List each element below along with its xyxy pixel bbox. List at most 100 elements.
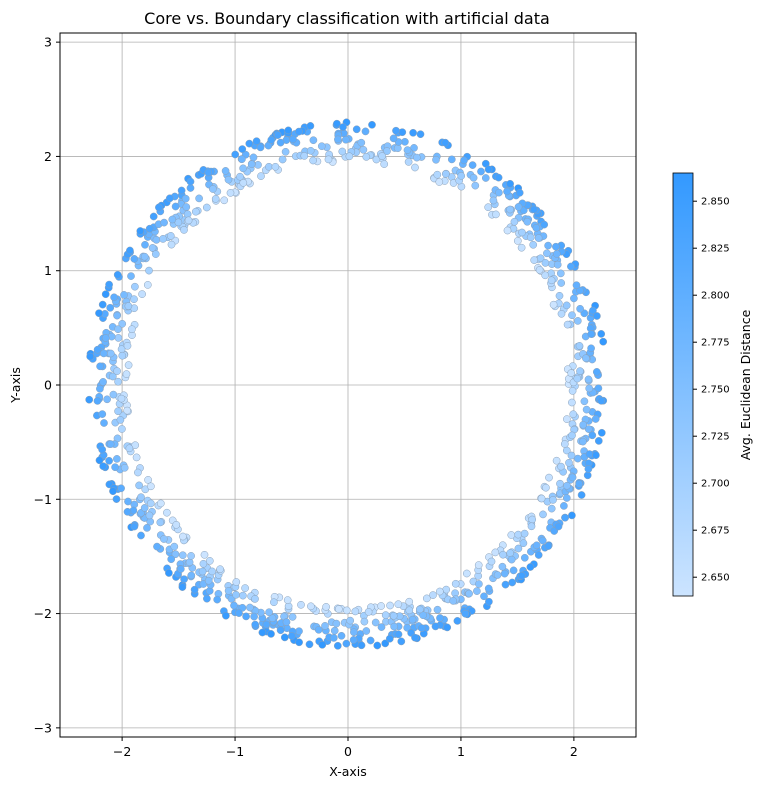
scatter-point <box>93 345 102 354</box>
scatter-point <box>181 194 190 203</box>
scatter-point <box>442 170 450 178</box>
scatter-point <box>368 120 376 129</box>
scatter-point <box>178 583 187 591</box>
scatter-point <box>389 134 398 143</box>
scatter-point <box>517 243 526 252</box>
scatter-point <box>118 319 127 328</box>
scatter-point <box>295 127 303 136</box>
scatter-point <box>148 244 157 252</box>
scatter-point <box>499 550 507 559</box>
scatter-point <box>381 639 390 648</box>
scatter-point <box>567 451 576 460</box>
scatter-point <box>506 549 515 557</box>
scatter-point <box>186 177 195 186</box>
scatter-points <box>85 118 608 650</box>
scatter-point <box>380 160 389 168</box>
scatter-point <box>597 330 606 338</box>
scatter-point <box>307 602 315 611</box>
scatter-point <box>149 212 158 221</box>
scatter-point <box>130 295 138 304</box>
scatter-point <box>123 507 132 516</box>
scatter-point <box>576 367 584 375</box>
scatter-point <box>187 552 195 560</box>
scatter-point <box>557 462 565 471</box>
scatter-point <box>146 499 155 508</box>
scatter-point <box>118 425 126 433</box>
scatter-point <box>205 557 214 565</box>
scatter-point <box>165 194 174 203</box>
scatter-point <box>579 437 587 446</box>
scatter-point <box>120 291 128 299</box>
scatter-point <box>503 226 512 235</box>
colorbar-tick-label: 2.675 <box>701 526 730 537</box>
scatter-point <box>357 138 366 147</box>
scatter-point <box>506 179 514 188</box>
x-tick-label: −2 <box>113 744 131 759</box>
scatter-point <box>371 618 380 627</box>
x-tick-label: 1 <box>457 744 465 759</box>
scatter-point <box>349 636 358 644</box>
scatter-point <box>123 406 132 415</box>
scatter-point <box>118 351 127 360</box>
scatter-point <box>386 601 394 610</box>
scatter-point <box>585 384 594 393</box>
scatter-point <box>579 420 588 429</box>
scatter-point <box>552 242 560 251</box>
scatter-point <box>529 240 538 249</box>
scatter-point <box>321 622 329 630</box>
scatter-point <box>468 161 477 169</box>
scatter-point <box>597 428 606 437</box>
scatter-point <box>577 491 586 499</box>
scatter-point <box>503 187 511 196</box>
scatter-point <box>334 135 342 144</box>
scatter-point <box>329 634 338 642</box>
scatter-point <box>137 531 145 540</box>
scatter-point <box>506 205 514 214</box>
scatter-point <box>172 520 181 529</box>
scatter-point <box>127 272 135 280</box>
scatter-point <box>140 504 149 512</box>
scatter-point <box>362 627 371 635</box>
scatter-point <box>584 425 593 433</box>
scatter-point <box>141 240 149 249</box>
scatter-point <box>518 228 526 237</box>
scatter-point <box>532 224 541 232</box>
scatter-point <box>309 136 318 145</box>
scatter-point <box>342 639 351 648</box>
scatter-point <box>221 167 230 175</box>
scatter-point <box>416 130 425 139</box>
scatter-point <box>409 128 417 137</box>
scatter-point <box>451 579 460 588</box>
scatter-point <box>165 569 173 577</box>
scatter-point <box>597 396 606 405</box>
scatter-point <box>447 155 456 164</box>
scatter-point <box>332 619 341 628</box>
scatter-point <box>588 431 597 440</box>
scatter-point <box>232 590 240 599</box>
scatter-point <box>110 293 118 302</box>
scatter-point <box>280 633 289 642</box>
scatter-point <box>465 589 473 598</box>
scatter-point <box>552 250 561 258</box>
scatter-point <box>572 281 581 290</box>
scatter-point <box>265 608 273 617</box>
scatter-point <box>494 173 503 182</box>
scatter-point <box>360 617 369 626</box>
scatter-point <box>509 566 518 575</box>
scatter-point <box>419 611 427 620</box>
scatter-point <box>361 127 370 136</box>
scatter-point <box>122 370 131 378</box>
colorbar-tick-label: 2.775 <box>701 338 730 349</box>
scatter-point <box>582 354 590 363</box>
scatter-point <box>567 369 576 377</box>
scatter-point <box>160 218 168 227</box>
scatter-point <box>435 178 444 186</box>
scatter-point <box>170 542 179 551</box>
scatter-point <box>297 600 305 609</box>
scatter-point <box>159 235 167 243</box>
scatter-point <box>131 282 139 291</box>
scatter-point <box>576 304 584 313</box>
colorbar-tick-label: 2.650 <box>701 573 730 584</box>
scatter-point <box>520 529 529 538</box>
